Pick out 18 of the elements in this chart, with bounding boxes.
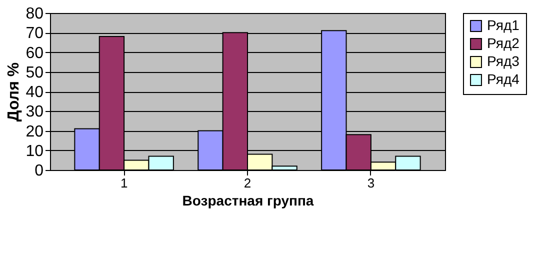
y-tick-label: 40 [26,84,44,101]
legend-label: Ряд1 [487,17,520,33]
y-tick-label: 70 [26,25,44,42]
y-tick-label: 0 [34,162,44,180]
x-tick-label: 2 [244,176,252,190]
legend-label: Ряд3 [487,53,520,69]
x-axis-title: Возрастная группа [182,192,314,208]
y-tick-label: 60 [26,44,44,62]
x-tick-label: 1 [120,176,128,190]
y-tick-label: 50 [26,64,44,82]
y-tick-label: 80 [26,6,44,22]
legend-label: Ряд4 [487,71,520,87]
y-tick-label: 10 [26,142,44,160]
y-tick-label: 30 [26,104,44,121]
x-tick-label: 3 [367,176,375,190]
y-axis-title: Доля % [6,62,23,122]
legend-label: Ряд2 [487,35,520,51]
y-tick-label: 20 [26,123,44,140]
